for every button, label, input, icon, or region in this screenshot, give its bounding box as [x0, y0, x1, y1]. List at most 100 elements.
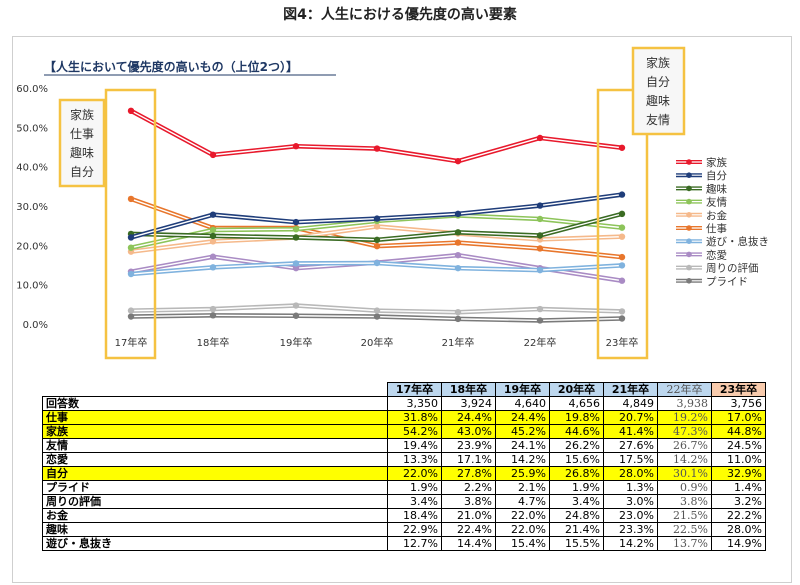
row-label: お金 [42, 508, 388, 523]
data-point [209, 226, 217, 234]
x-tick-label: 18年卒 [197, 336, 230, 349]
legend-label: 遊び・息抜き [706, 235, 769, 248]
data-point [618, 253, 626, 261]
table-cell: 28.0% [711, 522, 766, 537]
y-tick-label: 60.0% [16, 84, 48, 95]
callout-right-label: 趣味 [646, 93, 670, 108]
data-point [292, 234, 300, 241]
data-point [536, 232, 544, 239]
table-cell: 23.0% [603, 508, 658, 523]
table-cell: 54.2% [387, 424, 442, 439]
table-cell: 15.6% [549, 452, 604, 467]
x-tick-label: 23年卒 [606, 336, 639, 349]
legend-item: お金 [676, 209, 727, 222]
table-cell: 4,849 [603, 396, 658, 411]
table-cell: 31.8% [387, 410, 442, 425]
table-cell: 23.3% [603, 522, 658, 537]
callout-left-label: 趣味 [70, 145, 94, 160]
table-cell: 3.8% [657, 494, 712, 509]
legend-marker [686, 198, 692, 205]
y-tick-label: 0.0% [23, 320, 48, 331]
data-point [536, 266, 544, 274]
data-point [536, 215, 544, 223]
data-point [292, 312, 300, 319]
table-cell: 14.2% [603, 536, 658, 551]
table-row: 遊び・息抜き 12.7% 14.4% 15.4% 15.5% 14.2% 13.7% 14.9… [42, 536, 766, 551]
data-point [536, 305, 544, 313]
table-cell: 3,938 [657, 396, 712, 411]
highlight-box-17 [104, 88, 157, 360]
callout-left-label: 自分 [70, 165, 94, 179]
data-point [618, 315, 626, 322]
table-cell: 24.5% [711, 438, 766, 453]
table-cell: 1.4% [711, 480, 766, 495]
table-cell: 11.0% [711, 452, 766, 467]
callout-right-label: 自分 [646, 75, 670, 89]
table-cell: 26.8% [549, 466, 604, 481]
table-row: 自分 22.0% 27.8% 25.9% 26.8% 28.0% 30.1% 32.9% [42, 466, 766, 481]
data-point [618, 144, 626, 151]
table-cell: 18.4% [387, 508, 442, 523]
data-point [292, 260, 300, 267]
legend-label: 家族 [706, 156, 727, 169]
x-tick-label: 20年卒 [361, 336, 394, 349]
x-tick-label: 17年卒 [115, 336, 148, 349]
table-cell: 4,656 [549, 396, 604, 411]
table-row: 仕事 31.8% 24.4% 24.4% 19.8% 20.7% 19.2% 17.0% [42, 410, 766, 425]
table-header-cell: 19年卒 [495, 382, 550, 397]
row-label: 回答数 [42, 396, 388, 411]
callout-left-label: 家族 [70, 107, 94, 122]
data-point [536, 317, 544, 324]
data-point [373, 313, 381, 320]
table-cell: 2.2% [441, 480, 496, 495]
table-cell: 3.4% [549, 494, 604, 509]
highlight-box-23 [596, 88, 649, 360]
data-point [454, 210, 462, 218]
data-point [373, 242, 381, 250]
callout-right-box [631, 46, 686, 136]
data-point [373, 259, 381, 267]
table-row: 趣味 22.9% 22.4% 22.0% 21.4% 23.3% 22.5% 28.0% [42, 522, 766, 537]
table-cell: 0.9% [657, 480, 712, 495]
legend-item: プライド [676, 276, 748, 288]
table-cell: 47.3% [657, 424, 712, 439]
table-cell: 24.4% [441, 410, 496, 425]
table-header-cell: 22年卒 [657, 382, 712, 397]
table-cell: 22.0% [495, 508, 550, 523]
legend-marker [686, 251, 692, 258]
legend-label: 恋愛 [706, 248, 727, 261]
legend-label: お金 [706, 209, 727, 222]
data-point [454, 264, 462, 272]
table-cell: 24.1% [495, 438, 550, 453]
table-cell: 3,924 [441, 396, 496, 411]
series-line [129, 108, 623, 164]
row-label: 仕事 [42, 410, 388, 425]
table-cell: 30.1% [657, 466, 712, 481]
data-point [292, 264, 300, 272]
legend-item: 遊び・息抜き [676, 235, 769, 248]
row-label: 遊び・息抜き [42, 536, 388, 551]
table-cell: 22.0% [387, 466, 442, 481]
legend-marker [686, 264, 692, 271]
legend-label: 周りの評価 [706, 262, 759, 275]
legend-item: 自分 [676, 169, 727, 182]
data-point [536, 134, 544, 142]
legend-marker [686, 159, 692, 165]
table-cell: 44.8% [711, 424, 766, 439]
table-cell: 3,350 [387, 396, 442, 411]
callout-left-box [58, 98, 106, 188]
data-point [618, 224, 626, 231]
table-row: 家族 54.2% 43.0% 45.2% 44.6% 41.4% 47.3% 44.8% [42, 424, 766, 439]
row-label: 恋愛 [42, 452, 388, 467]
table-row: 恋愛 13.3% 17.1% 14.2% 15.6% 17.5% 14.2% 11.0% [42, 452, 766, 467]
series-プライド [127, 312, 626, 324]
data-point [127, 195, 135, 203]
data-point [618, 210, 626, 218]
data-point [209, 253, 217, 260]
data-point [209, 238, 217, 245]
table-cell: 25.9% [495, 466, 550, 481]
table-cell: 3,756 [711, 396, 766, 411]
data-point [373, 215, 381, 222]
data-point [373, 307, 381, 314]
data-point [127, 270, 135, 278]
